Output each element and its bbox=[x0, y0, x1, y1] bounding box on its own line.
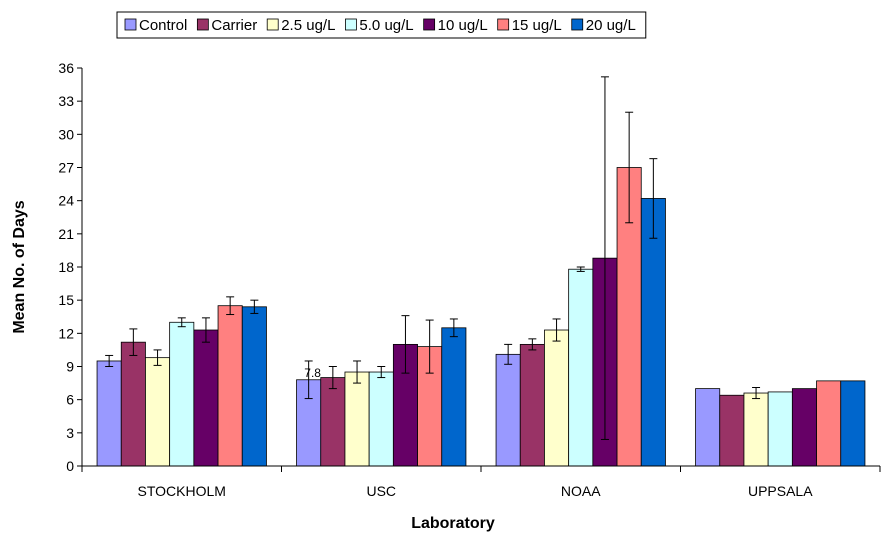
bar bbox=[120, 341, 146, 467]
legend-entry: 20 ug/L bbox=[586, 17, 636, 34]
bar bbox=[145, 357, 171, 467]
bar bbox=[169, 321, 195, 467]
bar bbox=[816, 380, 842, 467]
bar bbox=[96, 360, 122, 467]
bar bbox=[441, 327, 467, 467]
x-category-label: USC bbox=[366, 483, 396, 499]
bar bbox=[791, 388, 817, 467]
y-tick-label: 30 bbox=[58, 126, 74, 142]
y-tick-label: 15 bbox=[58, 292, 74, 308]
y-axis-title: Mean No. of Days bbox=[11, 200, 28, 333]
bar bbox=[495, 353, 521, 467]
bar bbox=[320, 377, 346, 467]
legend-entry: 2.5 ug/L bbox=[281, 17, 335, 34]
y-tick-label: 18 bbox=[58, 259, 74, 275]
y-tick-label: 12 bbox=[58, 325, 74, 341]
x-axis: STOCKHOLM USC NOAA UPPSALA bbox=[81, 465, 881, 499]
legend-swatch bbox=[124, 18, 137, 31]
legend-entry: 15 ug/L bbox=[512, 17, 562, 34]
y-tick-label: 27 bbox=[58, 160, 74, 176]
legend-swatch bbox=[196, 18, 209, 31]
data-label: 7.8 bbox=[304, 366, 321, 380]
legend-entry: Carrier bbox=[211, 17, 257, 34]
bar bbox=[519, 343, 545, 467]
legend-swatch bbox=[345, 18, 357, 31]
y-tick-label: 21 bbox=[58, 226, 74, 242]
bar bbox=[767, 391, 793, 467]
bar bbox=[217, 305, 243, 467]
legend-swatch bbox=[497, 18, 510, 31]
legend-entry: 10 ug/L bbox=[438, 17, 488, 34]
y-tick-label: 36 bbox=[58, 60, 74, 76]
legend-swatch bbox=[266, 18, 279, 31]
y-tick-label: 33 bbox=[58, 93, 74, 109]
x-category-label: NOAA bbox=[561, 483, 601, 499]
x-axis-title: Laboratory bbox=[411, 515, 495, 532]
y-tick-label: 3 bbox=[66, 425, 74, 441]
bar bbox=[695, 388, 721, 467]
x-category-label: UPPSALA bbox=[748, 483, 813, 499]
legend-swatch bbox=[423, 18, 436, 31]
legend-entry: 5.0 ug/L bbox=[359, 17, 413, 34]
bar bbox=[568, 268, 594, 467]
bar bbox=[241, 306, 267, 467]
bar bbox=[743, 392, 769, 467]
x-category-label: STOCKHOLM bbox=[138, 483, 226, 499]
bar bbox=[719, 394, 745, 467]
y-tick-label: 9 bbox=[66, 359, 74, 375]
legend-swatch bbox=[571, 18, 584, 31]
y-tick-label: 0 bbox=[66, 458, 74, 474]
bar-series-group: 7.8 bbox=[96, 76, 866, 467]
bar bbox=[640, 198, 666, 467]
bar bbox=[544, 329, 570, 467]
bar bbox=[368, 371, 394, 467]
chart-legend: Control Carrier 2.5 ug/L 5.0 ug/L 10 ug/L 15 … bbox=[116, 11, 647, 39]
bar bbox=[193, 329, 219, 467]
y-tick-label: 24 bbox=[58, 193, 74, 209]
bar bbox=[840, 380, 866, 467]
y-tick-label: 6 bbox=[66, 392, 74, 408]
bar bbox=[344, 371, 370, 467]
legend-entry: Control bbox=[139, 17, 187, 34]
